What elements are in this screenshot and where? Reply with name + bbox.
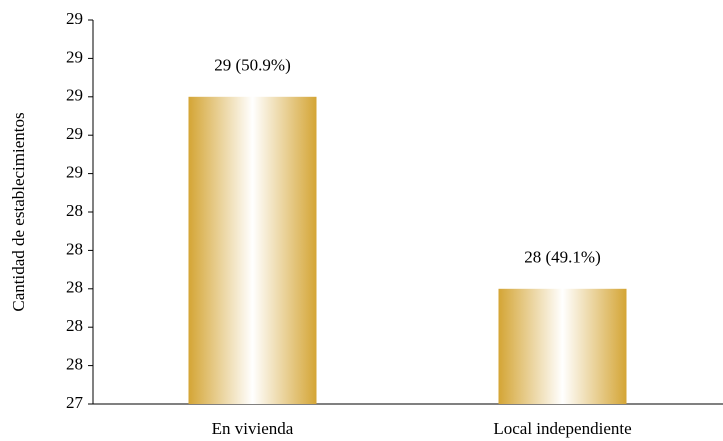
y-axis-title: Cantidad de establecimientos <box>9 112 28 311</box>
x-tick-label: Local independiente <box>493 419 631 438</box>
y-tick-label: 28 <box>66 355 83 374</box>
x-tick-label: En vivienda <box>212 419 294 438</box>
y-tick-label: 28 <box>66 278 83 297</box>
y-tick-label: 29 <box>66 163 83 182</box>
y-tick-label: 28 <box>66 201 83 220</box>
bar <box>188 96 317 405</box>
y-tick-label: 28 <box>66 316 83 335</box>
value-label: 28 (49.1%) <box>524 248 600 267</box>
y-tick-label: 29 <box>66 9 83 28</box>
y-tick-label: 29 <box>66 124 83 143</box>
y-tick-label: 29 <box>66 47 83 66</box>
y-tick-label: 28 <box>66 239 83 258</box>
bar <box>498 288 627 404</box>
y-tick-label: 27 <box>66 393 84 412</box>
value-label: 29 (50.9%) <box>214 56 290 75</box>
y-tick-label: 29 <box>66 86 83 105</box>
